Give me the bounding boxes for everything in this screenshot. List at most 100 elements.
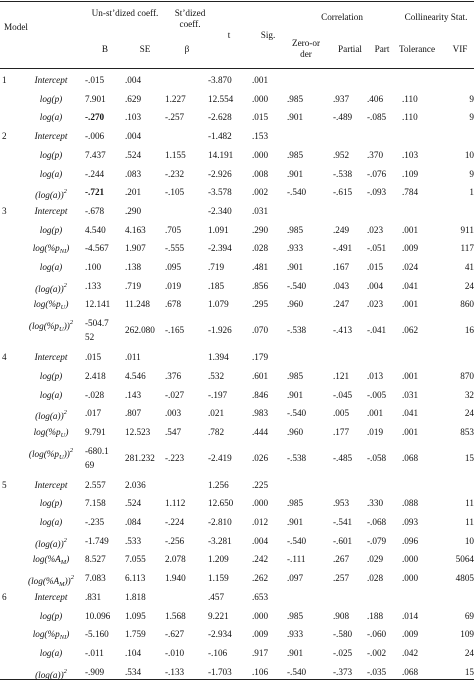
cell-var: log(a): [39, 262, 63, 272]
cell-zero: -.540: [287, 187, 307, 198]
cell-t: 14.191: [208, 149, 234, 160]
cell-beta: -.232: [165, 168, 185, 179]
cell-tol: .001: [402, 426, 419, 437]
cell-t: .532: [208, 370, 225, 381]
cell-zero: -.538: [287, 452, 307, 463]
cell-part: -.068: [367, 517, 387, 527]
header-t: t: [227, 30, 231, 40]
cell-t: 1.394: [208, 352, 229, 363]
cell-vif: 10: [464, 149, 474, 160]
cell-beta: 1.568: [165, 610, 186, 621]
cell-vif: 24: [464, 647, 474, 658]
cell-SE: 1.907: [125, 243, 146, 254]
cell-SE: .138: [125, 262, 142, 272]
cell-zero: .960: [287, 426, 304, 437]
cell-part: .406: [367, 93, 384, 104]
cell-zero: .960: [287, 299, 304, 310]
table-row: (log(a))2 -1.749 .533 -.256 -3.281 .004 -.540 -…: [0, 531, 474, 551]
cell-part: .188: [367, 610, 384, 621]
cell-t: 1.091: [208, 224, 229, 235]
cell-var: log(%pNI): [32, 243, 70, 256]
cell-SE: .201: [125, 187, 142, 198]
table-row: 6 Intercept .831 1.818 .457 .653: [0, 587, 474, 607]
table-row: 2 Intercept -.006 .004 -1.482 .153: [0, 126, 474, 146]
cell-vif: 10: [464, 535, 474, 546]
cell-var: log(a): [39, 389, 63, 400]
cell-part: .001: [367, 408, 384, 419]
cell-var: log(a): [39, 168, 63, 179]
cell-t: -1.703: [208, 666, 232, 677]
table-row: 1 Intercept -.015 .004 -3.870 .001: [0, 70, 474, 90]
cell-sig: .295: [252, 299, 269, 310]
table-row: log(p) 7.437 .524 1.155 14.191 .000 .985 .952 .3…: [0, 145, 474, 165]
cell-var: Intercept: [34, 352, 68, 363]
header-se: SE: [139, 44, 151, 54]
cell-part: -.035: [367, 666, 387, 677]
cell-t: 1.256: [208, 479, 229, 490]
cell-partial: .005: [333, 408, 350, 419]
cell-B: 2.418: [85, 370, 106, 381]
cell-zero: .985: [287, 224, 304, 235]
cell-vif: 870: [460, 370, 474, 381]
cell-sig: .002: [252, 187, 269, 198]
cell-t: -2.926: [208, 168, 232, 179]
cell-SE: .719: [125, 280, 142, 291]
table-row: log(%pU) 12.141 11.248 .678 1.079 .295 .960 .24…: [0, 294, 474, 314]
cell-partial: -.538: [333, 168, 353, 179]
cell-beta: .095: [165, 262, 182, 272]
header-model: Model: [4, 22, 28, 32]
cell-tol: .062: [402, 325, 419, 336]
cell-zero: .985: [287, 93, 304, 104]
table-row: log(p) 10.096 1.095 1.568 9.221 .000 .985 .908.…: [0, 606, 474, 626]
cell-beta: -.105: [165, 187, 185, 198]
table-row: (log(%pU))2 -680.1 69 281.232 -.223 -2.419 .0…: [0, 441, 474, 475]
cell-zero: .901: [287, 262, 304, 272]
cell-sig: .653: [252, 591, 269, 602]
cell-vif: 117: [460, 243, 474, 254]
cell-B: 7.901: [85, 93, 106, 104]
cell-sig: .917: [252, 647, 269, 658]
cell-partial: .043: [333, 280, 350, 291]
cell-tol: .031: [402, 389, 419, 400]
header-vif: VIF: [452, 44, 468, 54]
cell-partial: .257: [333, 573, 350, 584]
cell-t: 9.221: [208, 610, 229, 621]
cell-SE: 4.163: [125, 224, 146, 235]
cell-zero: .933: [287, 243, 304, 254]
cell-part: .023: [367, 299, 384, 310]
cell-partial: .267: [333, 554, 350, 565]
cell-t: 1.079: [208, 299, 229, 310]
cell-SE: .103: [125, 112, 142, 123]
cell-SE: .104: [125, 647, 142, 658]
cell-SE: .011: [125, 352, 141, 363]
cell-vif: 32: [464, 389, 474, 400]
cell-t: .457: [208, 591, 225, 602]
cell-B: -.244: [85, 168, 105, 179]
header-bottom-rule: [0, 68, 474, 69]
cell-part: -.005: [367, 389, 387, 400]
cell-B: -.678: [85, 205, 105, 216]
cell-var: (log(a))2: [35, 536, 67, 549]
cell-B: 10.096: [85, 610, 111, 621]
cell-vif: 24: [464, 280, 474, 291]
cell-var: (log(a))2: [35, 281, 67, 294]
cell-vif: 41: [464, 262, 474, 272]
cell-var: log(%pNI): [32, 629, 70, 642]
cell-partial: -.541: [333, 517, 353, 527]
cell-zero: -.540: [287, 535, 307, 546]
cell-partial: -.025: [333, 647, 353, 658]
cell-beta: -.555: [165, 243, 185, 254]
cell-SE: .807: [125, 408, 142, 419]
cell-var: (log(a))2: [35, 667, 67, 680]
cell-partial: .953: [333, 498, 350, 509]
cell-model: 2: [2, 131, 7, 142]
table-row: 3 Intercept -.678 .290 -2.340 .031: [0, 201, 474, 221]
header-beta: β: [184, 44, 190, 54]
cell-beta: -.027: [165, 389, 185, 400]
cell-part: -.079: [367, 535, 387, 546]
cell-var: log(p): [39, 93, 63, 104]
cell-var: log(a): [39, 517, 63, 527]
header-sig: Sig.: [260, 30, 276, 40]
cell-B: .015: [85, 352, 102, 363]
